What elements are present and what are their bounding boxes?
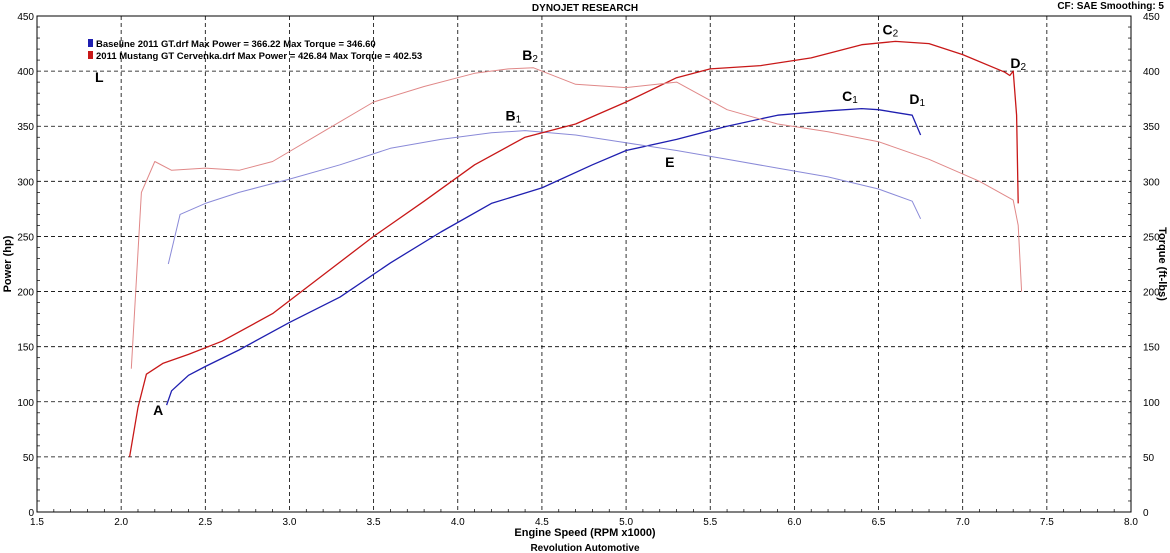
legend-entry-cervenka: 2011 Mustang GT Cervenka.drf Max Power =… bbox=[96, 51, 422, 62]
annotation-label: L bbox=[95, 69, 104, 85]
x-tick-label: 8.0 bbox=[1124, 517, 1138, 528]
shop-name: Revolution Automotive bbox=[530, 543, 640, 553]
settings-text: CF: SAE Smoothing: 5 bbox=[1057, 1, 1164, 12]
x-tick-label: 4.5 bbox=[535, 517, 549, 528]
y-tick-label: 0 bbox=[28, 508, 34, 519]
x-tick-label: 3.0 bbox=[283, 517, 297, 528]
y-tick-label: 150 bbox=[17, 343, 34, 354]
y-tick-label: 200 bbox=[17, 288, 34, 299]
y-axis-label-right: Torque (ft-lbs) bbox=[1156, 227, 1168, 301]
y-tick-label: 450 bbox=[17, 12, 34, 23]
annotation-label: E bbox=[665, 154, 674, 170]
y-axis-label-left: Power (hp) bbox=[2, 235, 14, 292]
x-tick-label: 5.0 bbox=[619, 517, 633, 528]
x-tick-label: 4.0 bbox=[451, 517, 465, 528]
x-tick-label: 7.0 bbox=[956, 517, 970, 528]
grid bbox=[37, 16, 1131, 512]
plot-area bbox=[36, 15, 1132, 513]
y2-tick-label: 350 bbox=[1143, 122, 1160, 133]
x-tick-label: 2.5 bbox=[198, 517, 212, 528]
y-tick-label: 50 bbox=[23, 453, 35, 464]
y2-tick-label: 50 bbox=[1143, 453, 1155, 464]
legend-entry-baseline: Baseline 2011 GT.drf Max Power = 366.22 … bbox=[96, 39, 376, 50]
x-tick-label: 1.5 bbox=[30, 517, 44, 528]
x-tick-label: 6.5 bbox=[872, 517, 886, 528]
series-line-0-power bbox=[165, 107, 922, 406]
y2-tick-label: 0 bbox=[1143, 508, 1149, 519]
annotation-label: A bbox=[153, 402, 163, 418]
series-group bbox=[128, 40, 1023, 458]
x-axis-label: Engine Speed (RPM x1000) bbox=[514, 527, 656, 539]
y2-tick-label: 150 bbox=[1143, 343, 1160, 354]
y-tick-label: 250 bbox=[17, 232, 34, 243]
series-line-2-power bbox=[128, 40, 1019, 458]
x-tick-label: 3.5 bbox=[367, 517, 381, 528]
y-tick-label: 300 bbox=[17, 177, 34, 188]
legend: Baseline 2011 GT.drf Max Power = 366.22 … bbox=[88, 39, 422, 62]
series-line-1-torque bbox=[167, 130, 922, 265]
y2-tick-label: 200 bbox=[1143, 288, 1160, 299]
chart-title: DYNOJET RESEARCH bbox=[532, 3, 638, 14]
y2-tick-label: 450 bbox=[1143, 12, 1160, 23]
y2-tick-label: 250 bbox=[1143, 232, 1160, 243]
x-tick-label: 5.5 bbox=[703, 517, 717, 528]
x-tick-label: 7.5 bbox=[1040, 517, 1054, 528]
y-tick-label: 350 bbox=[17, 122, 34, 133]
y2-tick-label: 300 bbox=[1143, 177, 1160, 188]
x-tick-label: 2.0 bbox=[114, 517, 128, 528]
y-tick-label: 100 bbox=[17, 398, 34, 409]
y2-tick-label: 100 bbox=[1143, 398, 1160, 409]
legend-swatch-baseline bbox=[88, 39, 93, 47]
y2-tick-label: 400 bbox=[1143, 67, 1160, 78]
axis-ticks: 1.5 2.0 2.5 3.0 3.5 4.0 4.5 5.0 5.5 6.0 6.5 7.0 7.5 8… bbox=[17, 12, 1160, 528]
legend-swatch-cervenka bbox=[88, 51, 93, 59]
y-tick-label: 400 bbox=[17, 67, 34, 78]
series-line-3-torque bbox=[130, 67, 1023, 369]
x-tick-label: 6.0 bbox=[787, 517, 801, 528]
